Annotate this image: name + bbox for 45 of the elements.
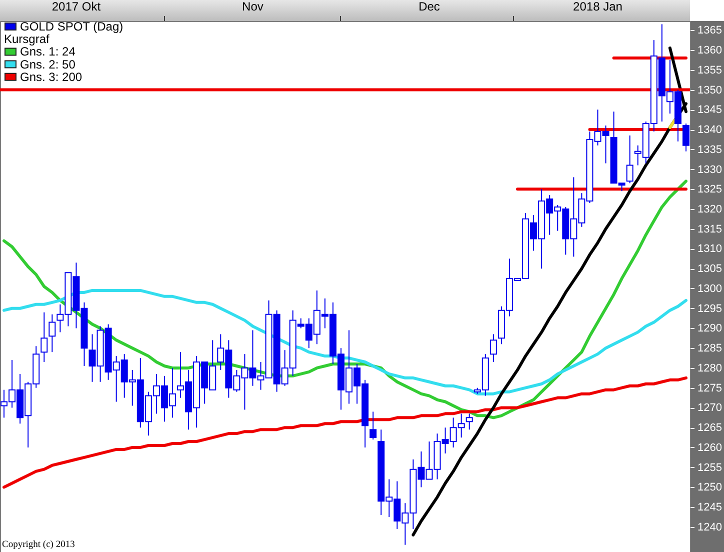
y-tick-label: 1290 bbox=[698, 322, 722, 335]
y-tick-label: 1345 bbox=[698, 104, 722, 116]
legend-title: Kursgraf bbox=[4, 32, 50, 46]
y-tick-label: 1325 bbox=[698, 184, 722, 196]
y-tick-label: 1355 bbox=[698, 64, 722, 76]
y-tick-label: 1305 bbox=[698, 263, 722, 276]
candlestick bbox=[490, 334, 497, 363]
legend-label: Gns. 3: 200 bbox=[20, 70, 82, 84]
y-tick-label: 1315 bbox=[698, 223, 722, 236]
y-tick-label: 1310 bbox=[698, 243, 722, 256]
y-tick-label: 1260 bbox=[698, 442, 722, 454]
x-tick-label: Nov bbox=[242, 0, 264, 14]
y-tick-label: 1245 bbox=[698, 502, 722, 514]
y-tick-label: 1350 bbox=[698, 84, 722, 96]
y-tick-label: 1285 bbox=[698, 342, 722, 355]
candlestick bbox=[626, 134, 634, 184]
annotation: Copyright (c) 2013 bbox=[2, 540, 76, 550]
y-tick-label: 1265 bbox=[698, 422, 722, 434]
y-tick-label: 1320 bbox=[698, 203, 722, 216]
y-tick-label: 1295 bbox=[698, 302, 722, 315]
candlestick bbox=[466, 413, 473, 430]
y-tick-label: 1330 bbox=[698, 164, 722, 176]
y-tick-label: 1280 bbox=[698, 362, 722, 374]
x-tick-label: 2017 Okt bbox=[52, 0, 102, 14]
y-tick-label: 1240 bbox=[698, 521, 722, 534]
y-tick-label: 1250 bbox=[698, 482, 722, 494]
legend-label: Gns. 2: 50 bbox=[20, 57, 76, 72]
candlestick bbox=[48, 314, 56, 353]
y-tick-label: 1300 bbox=[698, 282, 722, 295]
candlestick bbox=[682, 123, 690, 152]
x-tick-label: Dec bbox=[418, 0, 440, 14]
x-tick-label: 2018 Jan bbox=[573, 0, 622, 14]
legend-label: Gns. 1: 24 bbox=[20, 44, 76, 59]
y-tick-label: 1360 bbox=[698, 44, 722, 57]
candlestick bbox=[370, 411, 377, 440]
y-tick-label: 1365 bbox=[698, 24, 722, 37]
legend-label: GOLD SPOT (Dag) bbox=[20, 20, 124, 34]
candlestick bbox=[40, 312, 48, 363]
y-tick-label: 1270 bbox=[698, 402, 722, 414]
y-tick-label: 1275 bbox=[698, 382, 722, 394]
y-tick-label: 1335 bbox=[698, 144, 722, 156]
line-series bbox=[2, 376, 688, 489]
line-series bbox=[2, 288, 688, 396]
y-tick-label: 1340 bbox=[698, 124, 722, 136]
y-tick-label: 1255 bbox=[698, 462, 722, 474]
